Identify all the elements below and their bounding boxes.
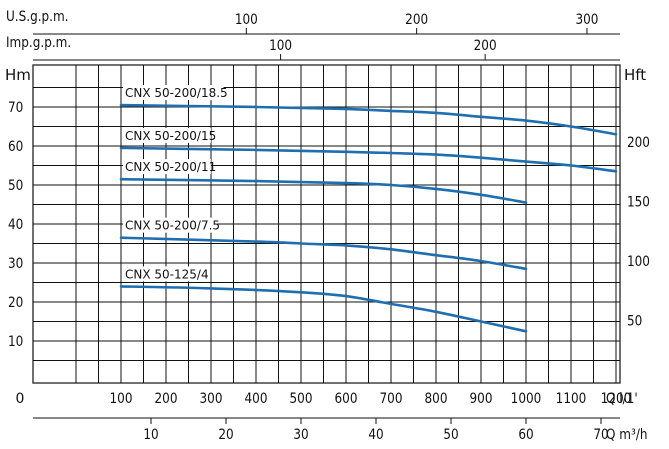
pump-curve-line — [119, 236, 528, 271]
y2-axis-tick-label: 100 — [627, 254, 650, 270]
top-scale-tick-label: 200 — [405, 12, 428, 28]
pump-curve-line — [119, 285, 528, 333]
curve-label-background — [123, 85, 224, 101]
pump-curve-line — [119, 177, 528, 204]
y-axis-tick-label: 40 — [8, 217, 23, 233]
x-axis-tick-label: 400 — [245, 391, 268, 407]
x-axis-origin-label: 0 — [16, 391, 25, 407]
y-axis-tick-label: 70 — [8, 100, 23, 116]
x-axis-tick-label: 1100 — [556, 391, 587, 407]
x-axis-tick-label: 1200 — [601, 391, 632, 407]
top-flow-scales: U.S.g.p.m. 100 200 300 Imp.g.p.m. 100 200 — [6, 9, 620, 61]
x2-axis-tick-label: 60 — [518, 427, 533, 443]
curve-label: CNX 50-125/4 — [125, 267, 209, 281]
pump-curves: CNX 50-200/18.5 CNX 50-200/15 CNX 50-200/1… — [119, 85, 618, 333]
y-axis-tick-label: 50 — [8, 178, 23, 194]
y-axis-tick-label: 10 — [8, 334, 23, 350]
x2-axis-unit: Q m³/h — [606, 427, 648, 443]
y2-axis-tick-label: 200 — [627, 135, 650, 151]
x-axis-tick-label: 900 — [470, 391, 493, 407]
x2-axis-tick-label: 70 — [593, 427, 608, 443]
x-axis-tick-label: 1000 — [511, 391, 542, 407]
curve-label-background — [123, 159, 211, 175]
top-scale-unit: U.S.g.p.m. — [6, 9, 69, 25]
x-axis-tick-label: 800 — [425, 391, 448, 407]
x2-axis-tick-label: 10 — [143, 427, 158, 443]
chart-grid — [32, 64, 621, 384]
x2-axis-tick-label: 40 — [368, 427, 383, 443]
x2-axis-tick-label: 30 — [293, 427, 308, 443]
y-axis-tick-label: 60 — [8, 139, 23, 155]
curve-label: CNX 50-200/7.5 — [125, 219, 220, 233]
top-scale-tick-label: 200 — [474, 38, 497, 54]
top-scale-unit: Imp.g.p.m. — [6, 35, 71, 51]
pump-curve-line — [119, 103, 618, 136]
pump-curve-line — [119, 146, 618, 173]
x-axis-tick-label: 200 — [155, 391, 178, 407]
x-axis-tick-label: 300 — [200, 391, 223, 407]
y2-axis-tick-label: 150 — [627, 195, 650, 211]
y-axis-tick-label: 20 — [8, 295, 23, 311]
curve-label-background — [123, 127, 211, 143]
x2-axis-tick-label: 50 — [443, 427, 458, 443]
y-axis-tick-label: 30 — [8, 256, 23, 272]
curve-label-background — [123, 266, 205, 282]
x-axis-tick-label: 700 — [380, 391, 403, 407]
curve-label: CNX 50-200/11 — [125, 160, 216, 174]
y2-axis-unit: Hft — [624, 66, 646, 84]
x-axis-tick-label: 500 — [290, 391, 313, 407]
y2-axis-tick-label: 50 — [627, 314, 642, 330]
y-axis-head-meters: Hm 10 20 30 40 50 60 70 — [5, 66, 31, 350]
y2-axis-head-feet: Hft 50 100 150 200 — [624, 66, 650, 330]
y-axis-unit: Hm — [5, 66, 31, 84]
curve-label: CNX 50-200/15 — [125, 129, 216, 143]
top-scale-tick-label: 100 — [269, 38, 292, 54]
x-axis-tick-label: 600 — [335, 391, 358, 407]
top-scale-tick-label: 100 — [235, 12, 258, 28]
curve-label-background — [123, 217, 218, 233]
x2-axis-tick-label: 20 — [218, 427, 233, 443]
top-scale-tick-label: 300 — [575, 12, 598, 28]
x-axis-tick-label: 100 — [110, 391, 133, 407]
x-axis-unit: Q l/1' — [606, 391, 638, 407]
curve-label: CNX 50-200/18.5 — [125, 86, 228, 100]
bottom-flow-scales: 0 100 200 300 400 500 600 700 800 900 1000 1100 1200… — [16, 391, 648, 443]
